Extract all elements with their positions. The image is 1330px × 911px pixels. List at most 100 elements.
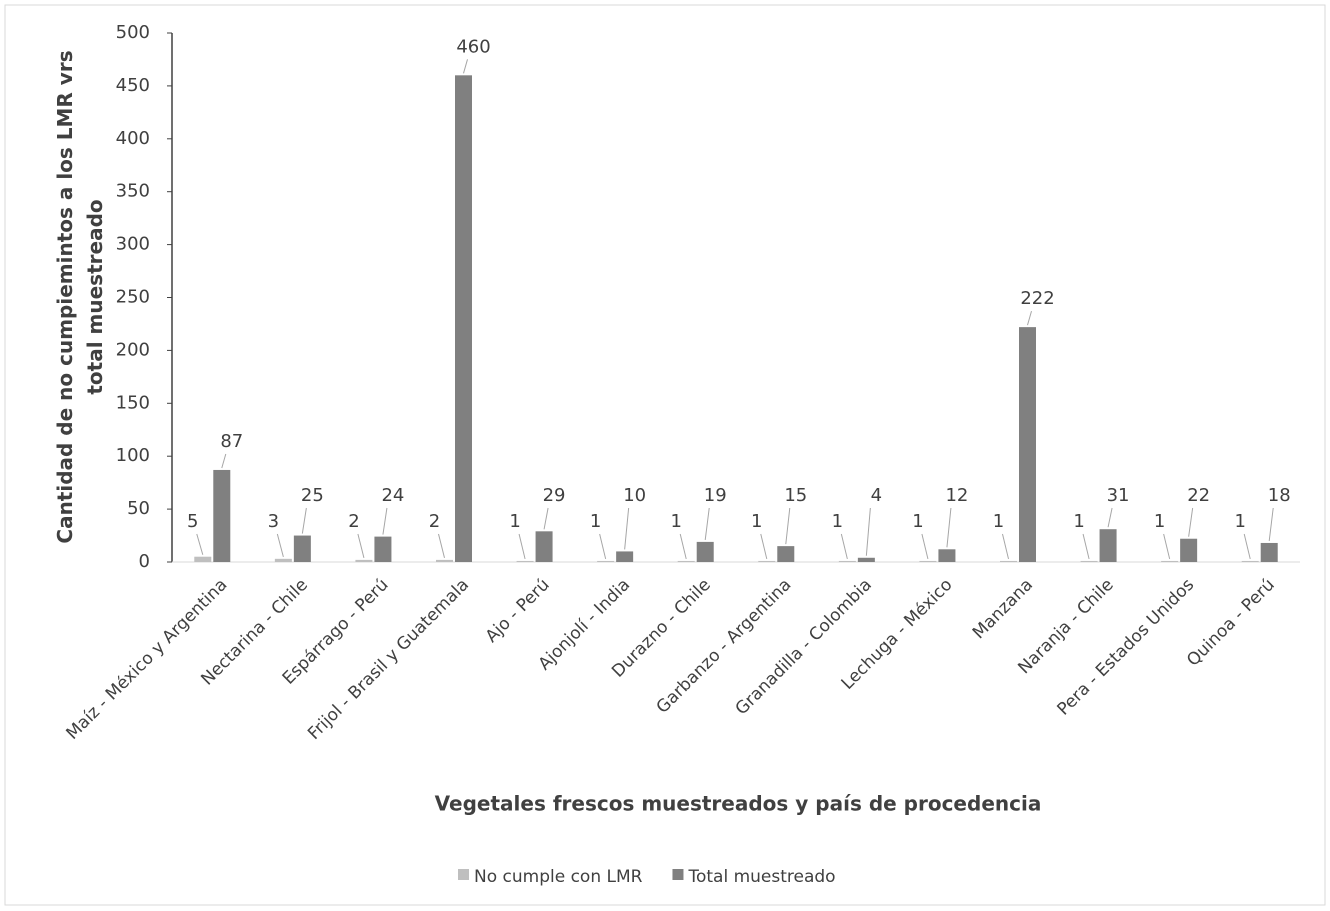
data-label: 1 — [993, 511, 1004, 532]
bar — [938, 549, 956, 562]
bar — [1161, 560, 1179, 562]
leader-line — [438, 533, 445, 559]
bar — [597, 560, 615, 562]
data-label: 25 — [301, 485, 324, 506]
chart-border — [4, 4, 1326, 906]
data-label: 1 — [1154, 511, 1165, 532]
leader-line — [357, 533, 365, 559]
data-label: 1 — [751, 511, 762, 532]
leader-line — [1002, 533, 1009, 560]
data-label: 1 — [509, 511, 520, 532]
bar — [616, 551, 634, 562]
data-label: 19 — [704, 485, 727, 506]
data-label: 18 — [1268, 485, 1291, 506]
y-tick-label: 500 — [116, 22, 150, 43]
bar — [838, 560, 856, 562]
data-label: 4 — [871, 485, 882, 506]
bar — [1080, 560, 1098, 562]
bar — [516, 560, 534, 562]
y-tick-label: 350 — [116, 181, 150, 202]
data-label: 1 — [832, 511, 843, 532]
data-label: 22 — [1187, 485, 1210, 506]
leader-line — [1188, 507, 1194, 537]
bar — [1180, 538, 1198, 562]
leader-line — [382, 507, 388, 535]
bar — [535, 531, 553, 562]
bar — [293, 535, 311, 562]
legend-label: Total muestreado — [687, 867, 835, 887]
leader-line — [196, 533, 204, 555]
leader-line — [921, 533, 929, 560]
leader-line — [1107, 507, 1113, 528]
bar — [455, 75, 472, 562]
leader-line — [543, 507, 549, 530]
bar — [1241, 560, 1259, 562]
bar — [696, 541, 714, 562]
data-label: 31 — [1107, 485, 1130, 506]
data-label: 3 — [268, 511, 279, 532]
leader-line — [946, 507, 952, 548]
data-label: 1 — [670, 511, 681, 532]
leader-line — [518, 533, 526, 560]
bar — [436, 559, 453, 562]
bar — [1019, 327, 1036, 562]
data-label: 222 — [1020, 288, 1054, 309]
data-label: 1 — [1234, 511, 1245, 532]
leader-line — [1082, 533, 1090, 560]
y-tick-label: 0 — [139, 551, 150, 572]
leader-line — [760, 533, 768, 560]
leader-line — [301, 507, 307, 534]
y-tick-label: 400 — [116, 128, 150, 149]
leader-line — [840, 533, 848, 560]
leader-line — [704, 507, 710, 540]
bar — [355, 559, 373, 562]
leader-line — [1268, 507, 1274, 542]
leader-line — [221, 453, 227, 469]
data-label: 1 — [1073, 511, 1084, 532]
data-label: 5 — [187, 511, 198, 532]
y-tick-label: 250 — [116, 287, 150, 308]
data-label: 12 — [945, 485, 968, 506]
bar — [213, 469, 231, 562]
y-axis-title: Cantidad de no cumpiemintos a los LMR vr… — [53, 50, 107, 544]
bar — [777, 546, 795, 562]
data-label: 1 — [912, 511, 923, 532]
y-tick-label: 50 — [127, 498, 150, 519]
bar — [274, 558, 292, 562]
legend-swatch — [458, 869, 469, 880]
leader-line — [785, 507, 791, 545]
legend-swatch — [672, 869, 684, 880]
data-label: 1 — [590, 511, 601, 532]
y-tick-label: 300 — [116, 234, 150, 255]
leader-line — [276, 533, 284, 557]
leader-line — [463, 59, 468, 74]
bar — [1000, 560, 1017, 562]
x-axis-title: Vegetales frescos muestreados y país de … — [435, 792, 1042, 816]
leader-line — [865, 507, 871, 556]
leader-line — [679, 533, 687, 560]
data-label: 460 — [456, 36, 490, 57]
bar — [758, 560, 776, 562]
bar — [677, 560, 695, 562]
leader-line — [1027, 310, 1032, 326]
data-label: 24 — [381, 485, 404, 506]
data-label: 87 — [220, 431, 243, 452]
leader-line — [599, 533, 607, 560]
y-tick-label: 150 — [116, 392, 150, 413]
data-label: 10 — [623, 485, 646, 506]
legend-label: No cumple con LMR — [474, 867, 643, 887]
bar — [1099, 529, 1117, 562]
data-label: 2 — [429, 511, 440, 532]
leader-line — [1163, 533, 1171, 560]
leader-line — [624, 507, 630, 550]
data-label: 2 — [348, 511, 359, 532]
data-label: 29 — [543, 485, 566, 506]
y-tick-label: 200 — [116, 339, 150, 360]
bar — [374, 536, 392, 562]
data-label: 15 — [784, 485, 807, 506]
bar — [919, 560, 937, 562]
y-tick-label: 100 — [116, 445, 150, 466]
bar — [194, 556, 212, 562]
